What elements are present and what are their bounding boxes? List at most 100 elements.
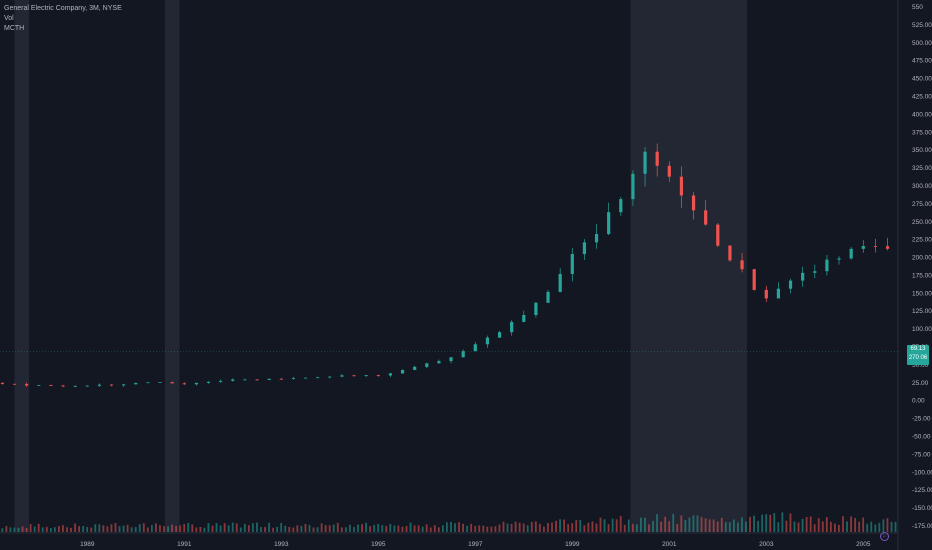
volume-bar [118, 526, 121, 532]
volume-bar [373, 524, 376, 532]
volume-bar [494, 526, 497, 532]
volume-bar [486, 526, 489, 532]
volume-bar [344, 527, 347, 532]
y-tick-label: 150.00 [912, 290, 932, 297]
volume-bar [732, 519, 735, 532]
volume-bar [211, 525, 214, 532]
candle-body [704, 210, 708, 225]
candle-body [667, 165, 671, 177]
volume-bar [324, 525, 327, 532]
volume-bar [336, 522, 339, 532]
x-tick-label: 1993 [274, 541, 289, 548]
volume-bar [377, 523, 380, 532]
volume-bar [854, 517, 857, 532]
volume-bar [126, 524, 129, 532]
volume-bar [235, 523, 238, 532]
volume-bar [397, 525, 400, 532]
volume-bar [353, 527, 355, 532]
volume-bar [446, 522, 448, 532]
volume-bar [17, 527, 20, 532]
volume-bar [874, 524, 877, 532]
candle-body [510, 321, 514, 333]
volume-bar [712, 519, 715, 532]
volume-bar [203, 527, 206, 532]
volume-bar [385, 525, 388, 532]
volume-bar [9, 527, 12, 532]
volume-bar [680, 515, 683, 532]
volume-bar [801, 518, 804, 532]
candle-body [546, 291, 550, 303]
volume-bar [175, 525, 178, 532]
volume-bar [130, 527, 133, 532]
volume-bar [25, 528, 28, 532]
volume-bar [785, 520, 788, 532]
candle-body [558, 273, 562, 292]
y-tick-label: 300.00 [912, 183, 932, 190]
y-tick-label: 100.00 [912, 326, 932, 333]
volume-bar [417, 525, 420, 532]
x-tick-label: 2003 [759, 541, 774, 548]
y-tick-label: 350.00 [912, 147, 932, 154]
volume-bar [381, 525, 384, 532]
volume-bar [409, 522, 412, 532]
candle-body [316, 377, 320, 379]
volume-bar [284, 525, 287, 532]
volume-bar [227, 525, 230, 532]
shaded-period-0 [14, 0, 30, 532]
volume-bar [413, 525, 416, 532]
volume-bar [559, 519, 561, 532]
volume-bar [474, 525, 477, 532]
volume-bar [33, 526, 36, 532]
candle-body [691, 195, 696, 211]
symbol-title[interactable]: General Electric Company, 3M, NYSE [4, 5, 122, 12]
volume-bar [648, 524, 650, 532]
volume-bar [728, 522, 731, 532]
volume-bar [187, 522, 190, 532]
volume-bar [761, 514, 764, 532]
mcth-study-label[interactable]: MCTH [4, 25, 25, 32]
volume-bar [745, 521, 747, 532]
candle-body [594, 234, 599, 243]
y-tick-label: 125.00 [912, 308, 932, 315]
y-tick-label: -100.00 [912, 469, 932, 476]
volume-bar [741, 517, 743, 532]
volume-bar [656, 514, 658, 532]
volume-bar [433, 525, 436, 532]
volume-bar [357, 524, 359, 532]
volume-study-label[interactable]: Vol [4, 15, 14, 22]
volume-bar [29, 524, 32, 532]
volume-bar [510, 523, 513, 532]
volume-bar [603, 519, 606, 532]
volume-bar [700, 516, 703, 532]
candle-body [25, 383, 29, 386]
volume-bar [134, 527, 137, 532]
last-price-value: 69.13 [910, 346, 926, 352]
volume-bar [563, 519, 566, 532]
volume-bar [716, 521, 719, 532]
x-tick-label: 1999 [565, 541, 580, 548]
volume-bar [506, 523, 509, 532]
candle-body [873, 246, 878, 247]
volume-bar [365, 522, 367, 532]
volume-bar [429, 527, 432, 532]
candle-body [146, 382, 150, 384]
volume-bar [199, 526, 202, 532]
y-tick-label: 200.00 [912, 255, 932, 262]
volume-bar [312, 527, 315, 532]
volume-bar [757, 520, 760, 532]
candle-body [764, 289, 768, 299]
event-flag-icon[interactable]: ⚐ [880, 532, 889, 541]
candle-body [437, 361, 441, 364]
volume-bar [159, 525, 161, 532]
volume-bar [696, 515, 699, 532]
volume-bar [631, 523, 634, 532]
volume-bar [724, 522, 727, 532]
volume-bar [66, 527, 68, 532]
volume-bar [817, 518, 820, 532]
volume-bar [1, 528, 4, 532]
volume-bar [425, 524, 428, 532]
volume-bar [571, 523, 574, 532]
candle-body [449, 357, 453, 362]
